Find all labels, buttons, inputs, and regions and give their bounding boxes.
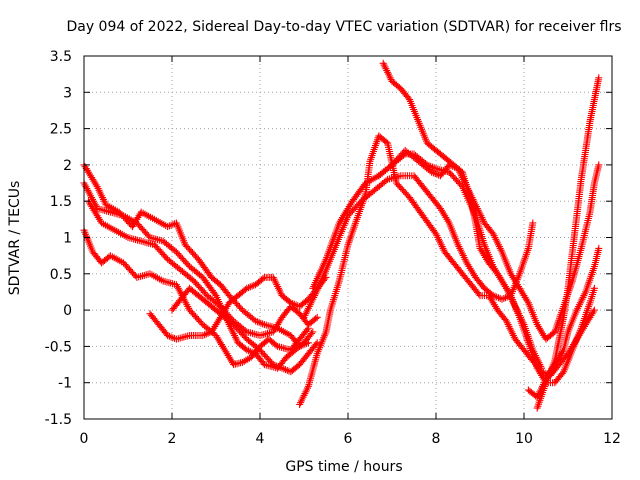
series-markers <box>375 146 603 343</box>
x-axis-title: GPS time / hours <box>285 459 402 475</box>
y-tick-label: -1.5 <box>45 412 72 428</box>
y-tick-label: 3.5 <box>50 49 72 65</box>
x-tick-label: 2 <box>168 431 177 447</box>
x-tick-label: 12 <box>603 431 621 447</box>
series-markers <box>524 244 603 401</box>
x-tick-label: 8 <box>432 431 441 447</box>
x-tick-label: 10 <box>515 431 533 447</box>
series-sat-f <box>168 284 321 376</box>
series-markers <box>146 273 330 343</box>
series-sat-k <box>375 146 603 343</box>
grid-lines <box>84 56 612 419</box>
series-sat-c <box>84 197 321 339</box>
series-markers <box>300 172 537 321</box>
y-tick-label: 1 <box>63 231 72 247</box>
data-series <box>80 59 603 412</box>
y-tick-label: 2.5 <box>50 122 72 138</box>
y-tick-label: 2 <box>63 158 72 174</box>
series-sat-m <box>524 244 603 401</box>
y-tick-label: 1.5 <box>50 194 72 210</box>
axis-ticks: 0 2 4 6 8 10 12 -1.5 -1 -0.5 0 0.5 1 1.5 2 2.5 3 3.5 <box>45 49 621 447</box>
series-markers <box>168 284 321 376</box>
x-tick-label: 4 <box>256 431 265 447</box>
y-tick-label: 0 <box>63 303 72 319</box>
x-tick-label: 0 <box>80 431 89 447</box>
y-tick-label: -0.5 <box>45 339 72 355</box>
y-tick-label: 3 <box>63 85 72 101</box>
y-tick-label: 0.5 <box>50 267 72 283</box>
y-axis-title: SDTVAR / TECUs <box>7 181 23 296</box>
series-track <box>312 153 595 384</box>
series-track <box>382 62 543 369</box>
y-tick-label: -1 <box>58 376 72 392</box>
series-sat-h <box>300 172 537 321</box>
series-sat-d <box>80 161 312 350</box>
series-sat-e <box>146 273 330 343</box>
x-tick-label: 6 <box>344 431 353 447</box>
chart-title: Day 094 of 2022, Sidereal Day-to-day VTE… <box>66 19 621 35</box>
